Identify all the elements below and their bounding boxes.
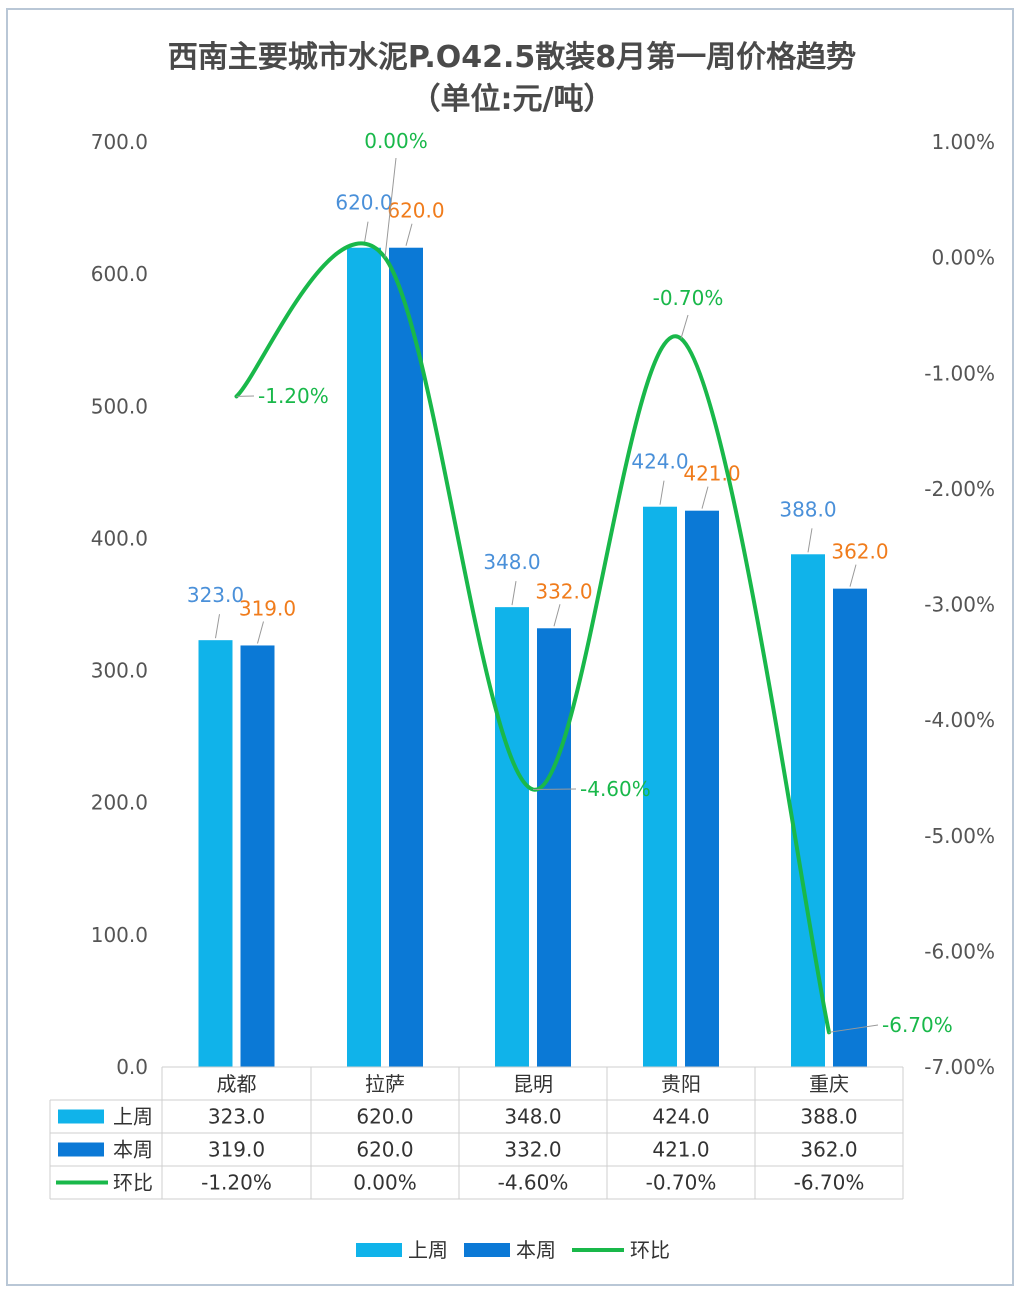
bar-this-week-label: 362.0 [831,540,888,564]
data-label-leader [553,604,561,627]
data-label-leader [828,1024,879,1033]
bar-this-week-label: 620.0 [387,199,444,223]
legend-label: 本周 [516,1238,556,1262]
y-left-tick-label: 500.0 [91,394,148,418]
table-cell: 620.0 [356,1105,413,1129]
data-label-leader [532,788,577,790]
data-label-leader [257,621,264,644]
table-row-label: 环比 [113,1171,153,1195]
bar-prev-week-label: 424.0 [631,450,688,474]
y-right-tick-label: -7.00% [924,1055,995,1079]
legend-key [464,1243,510,1257]
y-left-tick-label: 200.0 [91,791,148,815]
legend-key [356,1243,402,1257]
bar-prev-week [198,640,233,1067]
bar-this-week [537,628,571,1067]
table-cell: 0.00% [353,1171,417,1195]
bar-prev-week [347,247,381,1067]
y-right-tick-label: -3.00% [924,593,995,617]
table-row-label: 上周 [113,1105,153,1129]
table-cell: -4.60% [498,1171,569,1195]
legend-label: 上周 [408,1238,448,1262]
data-label-leader [215,614,220,639]
table-cell: 348.0 [504,1105,561,1129]
bar-prev-week-label: 348.0 [483,550,540,574]
table-row-label: 本周 [113,1138,153,1162]
chart-subtitle: （单位:元/吨） [410,82,614,117]
bar-this-week [685,510,719,1067]
line-ratio-label: -0.70% [653,286,724,310]
line-ratio-label: 0.00% [364,129,428,153]
line-ratio [234,241,831,1035]
y-left-tick-label: 100.0 [91,923,148,947]
y-left-tick-label: 600.0 [91,262,148,286]
bar-this-week [389,247,423,1067]
table-cell: 388.0 [800,1105,857,1129]
x-category-label: 昆明 [513,1072,553,1096]
line-ratio-label: -1.20% [258,384,329,408]
line-ratio-label: -6.70% [882,1013,953,1037]
x-category-label: 贵阳 [661,1072,701,1096]
bar-this-week [833,588,867,1067]
y-right-tick-label: -1.00% [924,361,995,385]
y-right-tick-label: -6.00% [924,939,995,963]
data-label-leader [807,528,813,553]
y-left-tick-label: 0.0 [116,1055,148,1079]
y-right-tick-label: -2.00% [924,477,995,501]
data-label-leader [659,480,665,505]
y-right-tick-label: -4.00% [924,708,995,732]
data-label-leader [701,486,709,509]
table-cell: -1.20% [201,1171,272,1195]
table-cell: 332.0 [504,1138,561,1162]
line-ratio-label: -4.60% [580,777,651,801]
bar-prev-week [643,506,677,1067]
table-cell: 421.0 [652,1138,709,1162]
bar-this-week-label: 319.0 [239,596,296,620]
bar-this-week-label: 421.0 [683,462,740,486]
data-label-leader [405,223,413,246]
data-label-leader [849,564,857,587]
data-label-leader [511,581,517,606]
y-right-tick-label: 1.00% [931,130,995,154]
bar-prev-week [495,607,529,1067]
y-left-tick-label: 300.0 [91,659,148,683]
bar-this-week [240,645,275,1067]
y-right-tick-label: 0.00% [931,246,995,270]
table-cell: 319.0 [208,1138,265,1162]
y-left-tick-label: 400.0 [91,526,148,550]
bar-prev-week-label: 388.0 [779,497,836,521]
y-right-tick-label: -5.00% [924,824,995,848]
table-cell: -0.70% [646,1171,717,1195]
data-label-leader [680,314,689,339]
table-cell: 323.0 [208,1105,265,1129]
y-left-tick-label: 700.0 [91,130,148,154]
x-category-label: 重庆 [809,1072,849,1096]
table-cell: 424.0 [652,1105,709,1129]
table-cell: 362.0 [800,1138,857,1162]
chart-title: 西南主要城市水泥P.O42.5散装8月第一周价格趋势 [167,40,857,75]
table-cell: -6.70% [794,1171,865,1195]
legend-label: 环比 [630,1238,670,1262]
bar-this-week-label: 332.0 [535,579,592,603]
data-label-leader [384,157,397,258]
table-legend-key [58,1109,104,1124]
bar-prev-week-label: 620.0 [335,191,392,215]
table-legend-key [58,1142,104,1157]
x-category-label: 成都 [217,1072,257,1096]
bar-prev-week-label: 323.0 [187,583,244,607]
table-cell: 620.0 [356,1138,413,1162]
x-category-label: 拉萨 [365,1072,405,1096]
